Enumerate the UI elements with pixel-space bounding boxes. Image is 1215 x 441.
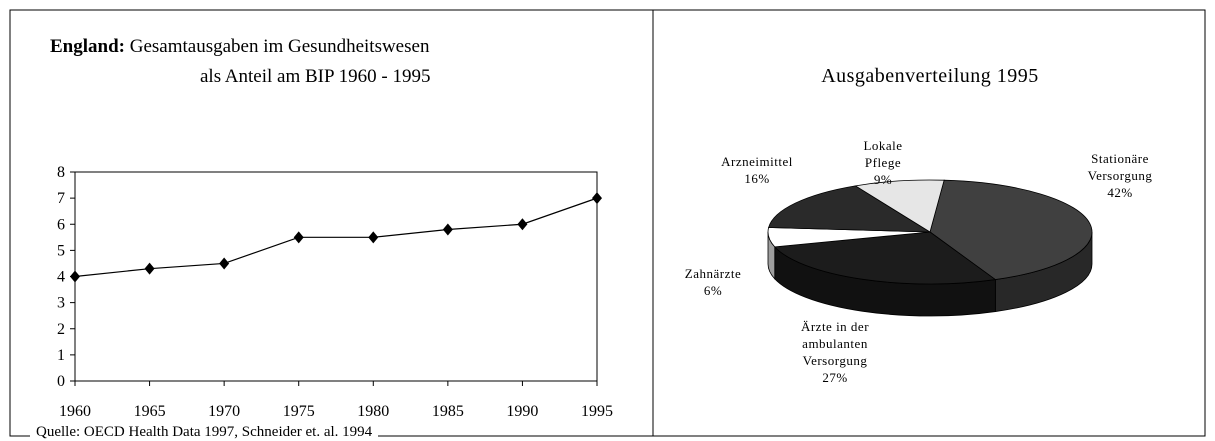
marker [144, 262, 155, 275]
y-tick-label: 7 [57, 190, 65, 207]
category-label: Stationäre Versorgung [1087, 151, 1153, 183]
marker [219, 257, 230, 270]
plot-area [74, 171, 598, 382]
x-tick-label: 1980 [357, 403, 389, 420]
pie-label: Ärzte in der ambulanten Versorgung 27% [790, 318, 880, 386]
slice [929, 179, 1093, 280]
y-tick-label: 2 [57, 321, 65, 338]
y-tick-label: 6 [57, 216, 65, 233]
category-label: Arzneimittel [721, 154, 793, 169]
y-tick-label: 1 [57, 347, 65, 364]
marker [442, 223, 453, 236]
value-label: 9% [873, 172, 893, 187]
title-main: Gesamtausgaben im Gesundheitswesen [130, 36, 430, 57]
slice [854, 179, 945, 233]
category-label: Lokale Pflege [863, 138, 903, 170]
line-title: England: Gesamtausgaben im Gesundheitswe… [50, 36, 430, 57]
line-subtitle: als Anteil am BIP 1960 - 1995 [200, 66, 430, 87]
category-label: Zahnärzte [684, 266, 742, 281]
pie-label: Zahnärzte 6% [668, 265, 758, 299]
value-label: 27% [822, 370, 848, 385]
value-label: 42% [1107, 185, 1133, 200]
marker [70, 270, 80, 283]
y-tick-label: 0 [57, 373, 65, 390]
marker [517, 218, 528, 231]
title-lead: England: [50, 36, 125, 57]
x-tick-label: 1995 [581, 403, 613, 420]
marker [293, 231, 304, 244]
value-label: 6% [703, 283, 723, 298]
pie-title: Ausgabenverteilung 1995 [821, 65, 1039, 87]
pie [767, 179, 1093, 317]
line [74, 197, 598, 278]
marker [592, 192, 602, 205]
x-tick-label: 1990 [506, 403, 538, 420]
x-tick-label: 1975 [283, 403, 315, 420]
source-note: Quelle: OECD Health Data 1997, Schneider… [30, 424, 379, 441]
x-tick-label: 1960 [59, 403, 91, 420]
pie-label: Lokale Pflege 9% [852, 137, 914, 188]
marker [368, 231, 379, 244]
y-tick-label: 8 [57, 164, 65, 181]
y-tick-label: 3 [57, 295, 65, 312]
value-label: 16% [744, 171, 770, 186]
x-tick-label: 1970 [208, 403, 240, 420]
category-label: Ärzte in der ambulanten Versorgung [800, 319, 870, 368]
x-tick-label: 1965 [134, 403, 166, 420]
slice [773, 231, 997, 285]
y-tick-label: 4 [57, 269, 65, 286]
pie-label: Stationäre Versorgung 42% [1075, 150, 1165, 201]
slice [768, 185, 932, 233]
pie-label: Arzneimittel 16% [712, 153, 802, 187]
frame [9, 9, 1206, 437]
y-tick-label: 5 [57, 242, 65, 259]
x-tick-label: 1985 [432, 403, 464, 420]
